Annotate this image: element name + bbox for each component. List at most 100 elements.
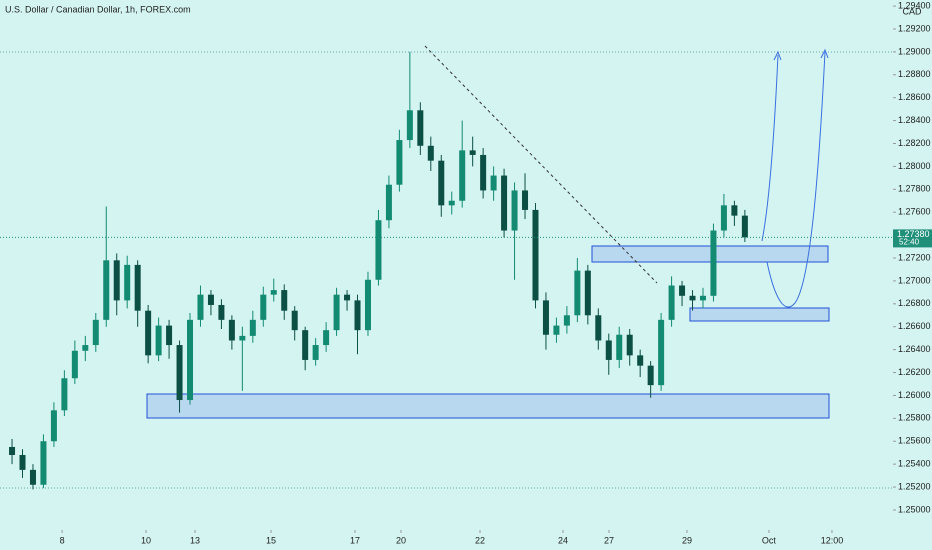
candle-body	[92, 319, 99, 346]
y-tick-label: 1.25600	[898, 436, 931, 446]
x-tick-label: 13	[190, 535, 200, 545]
candle-body	[228, 319, 235, 341]
candle-body	[522, 190, 529, 210]
candle-body	[490, 175, 497, 191]
candle-body	[71, 350, 78, 379]
y-tick-label: 1.26400	[898, 344, 931, 354]
candle-body	[741, 215, 748, 238]
x-tick-label: Oct	[762, 535, 777, 545]
y-tick-label: 1.25800	[898, 413, 931, 423]
candle-body	[647, 365, 654, 386]
candle-body	[124, 264, 131, 301]
candle-body	[375, 220, 382, 280]
candle-body	[166, 325, 173, 346]
x-tick-label: 22	[475, 535, 485, 545]
candle-body	[501, 175, 508, 231]
candle-body	[333, 294, 340, 331]
candle-body	[197, 294, 204, 320]
projection-arrow	[761, 54, 779, 242]
x-tick-label: 20	[396, 535, 406, 545]
candle-body	[459, 150, 466, 201]
arrow-head	[773, 50, 782, 61]
y-tick-label: 1.28000	[898, 161, 931, 171]
candle-body	[61, 378, 68, 411]
candle-body	[542, 300, 549, 335]
candle-body	[720, 205, 727, 231]
y-tick-label: 1.29200	[898, 23, 931, 33]
projection-arrow	[766, 51, 826, 308]
candle-body	[40, 441, 47, 485]
candle-body	[668, 285, 675, 320]
candle-body	[145, 310, 152, 356]
x-tick-label: 15	[266, 535, 276, 545]
candle-body	[281, 290, 288, 311]
candle-body	[29, 469, 36, 485]
x-tick-label: 24	[558, 535, 568, 545]
candle-body	[239, 335, 246, 341]
candle-body	[354, 300, 361, 331]
y-tick-label: 1.28400	[898, 115, 931, 125]
x-tick-label: 12:00	[821, 535, 844, 545]
drawings	[0, 45, 893, 489]
candle-body	[176, 345, 183, 401]
x-tick-label: 29	[682, 535, 692, 545]
candle-body	[302, 330, 309, 360]
y-tick-label: 1.26800	[898, 298, 931, 308]
support-zone	[146, 393, 830, 419]
candle-body	[553, 325, 560, 335]
candle-body	[396, 140, 403, 185]
y-tick-label: 1.28200	[898, 138, 931, 148]
y-tick-label: 1.28800	[898, 69, 931, 79]
candle-body	[731, 205, 738, 216]
last-price-label: 1.27380	[897, 229, 930, 239]
candle-body	[134, 264, 141, 311]
chart-title: U.S. Dollar / Canadian Dollar, 1h, FOREX…	[5, 4, 191, 14]
x-tick-label: 8	[60, 535, 65, 545]
y-tick-label: 1.29400	[898, 0, 931, 10]
candle-body	[469, 150, 476, 155]
y-tick-label: 1.26200	[898, 367, 931, 377]
x-tick-label: 27	[604, 535, 614, 545]
support-zone	[591, 245, 829, 263]
y-tick-label: 1.27200	[898, 252, 931, 262]
candle-body	[406, 110, 413, 141]
x-tick-label: 17	[350, 535, 360, 545]
y-tick-label: 1.25400	[898, 459, 931, 469]
x-tick-label: 10	[141, 535, 151, 545]
candle-body	[270, 290, 277, 295]
candle-body	[616, 334, 623, 360]
candle-body	[637, 355, 644, 366]
candle-body	[344, 294, 351, 301]
candle-body	[113, 260, 120, 301]
candle-body	[605, 340, 612, 360]
candle-body	[207, 294, 214, 305]
candle-body	[260, 294, 267, 320]
candle-body	[385, 184, 392, 221]
candle-body	[291, 310, 298, 331]
y-tick-label: 1.28600	[898, 92, 931, 102]
arrow-head	[820, 48, 829, 59]
y-tick-label: 1.25000	[898, 504, 931, 514]
candle-body	[438, 160, 445, 206]
candle-body	[574, 270, 581, 316]
candle-body	[532, 209, 539, 301]
y-tick-label: 1.27000	[898, 275, 931, 285]
candle-body	[82, 345, 89, 351]
candle-body	[9, 446, 16, 455]
candle-body	[511, 190, 518, 231]
candle-body	[448, 200, 455, 206]
candle-body	[658, 319, 665, 386]
candle-body	[312, 345, 319, 360]
candle-body	[103, 260, 110, 320]
countdown-label: 52:40	[899, 238, 920, 247]
candle-body	[427, 145, 434, 161]
candle-body	[187, 319, 194, 401]
candle-body	[218, 304, 225, 320]
candle-body	[417, 110, 424, 146]
candle-body	[19, 454, 26, 470]
y-tick-label: 1.27600	[898, 207, 931, 217]
currency-label: CAD	[902, 6, 922, 16]
candle-body	[249, 319, 256, 336]
